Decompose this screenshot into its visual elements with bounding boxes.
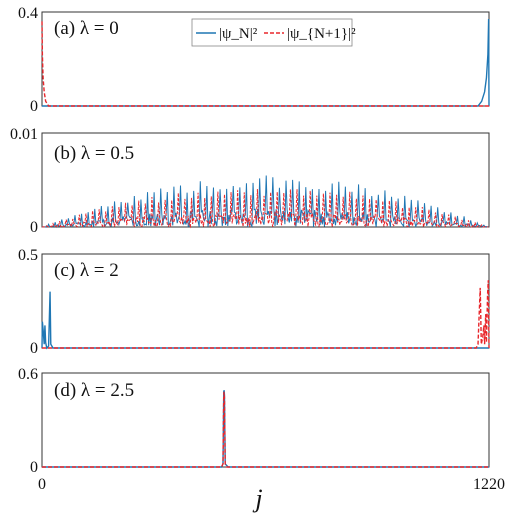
- panel-c-series-psi-n1-line: [42, 280, 490, 349]
- panel-d-ytick-bottom: 0: [30, 459, 38, 476]
- panel-a-label: (a) λ = 0: [54, 18, 119, 39]
- panel-b-label: (b) λ = 0.5: [54, 143, 134, 164]
- panel-d-label: (d) λ = 2.5: [54, 380, 134, 401]
- x-axis-label: j: [252, 484, 262, 513]
- panel-a-ytick-top: 0.4: [18, 5, 38, 22]
- panel-a-ytick-bottom: 0: [30, 98, 38, 115]
- x-tick-0: 0: [38, 476, 46, 493]
- panel-c-label: (c) λ = 2: [54, 260, 119, 281]
- panel-b-ytick-bottom: 0: [30, 219, 38, 236]
- x-tick-1220: 1220: [473, 476, 505, 493]
- panel-b: 0.01 0 (b) λ = 0.5: [10, 126, 490, 236]
- panel-a-series-psi-n1-line: [41, 21, 489, 107]
- panel-b-ytick-top: 0.01: [10, 126, 38, 143]
- panel-c-ytick-bottom: 0: [30, 340, 38, 357]
- panel-b-series-psi-n1-line: [41, 188, 489, 229]
- panel-c: 0.5 0 (c) λ = 2: [18, 247, 490, 357]
- panel-d: 0.6 0 (d) λ = 2.5: [18, 366, 490, 476]
- panel-d-series-psi-n1-line: [42, 391, 489, 468]
- panel-d-ytick-top: 0.6: [18, 366, 38, 383]
- panel-d-series-psi-n-line: [42, 390, 489, 468]
- legend-entry-psi-n: |ψ_N|²: [219, 26, 258, 42]
- panel-c-series-psi-n-line: [41, 291, 489, 350]
- panel-b-frame: [41, 132, 490, 228]
- legend-entry-psi-n1: |ψ_{N+1}|²: [287, 26, 356, 42]
- panel-c-ytick-top: 0.5: [18, 247, 38, 264]
- panel-a: 0.4 0 (a) λ = 0: [18, 5, 490, 115]
- panel-a-series-psi-n-line: [42, 19, 490, 107]
- legend: |ψ_N|² |ψ_{N+1}|²: [191, 18, 356, 47]
